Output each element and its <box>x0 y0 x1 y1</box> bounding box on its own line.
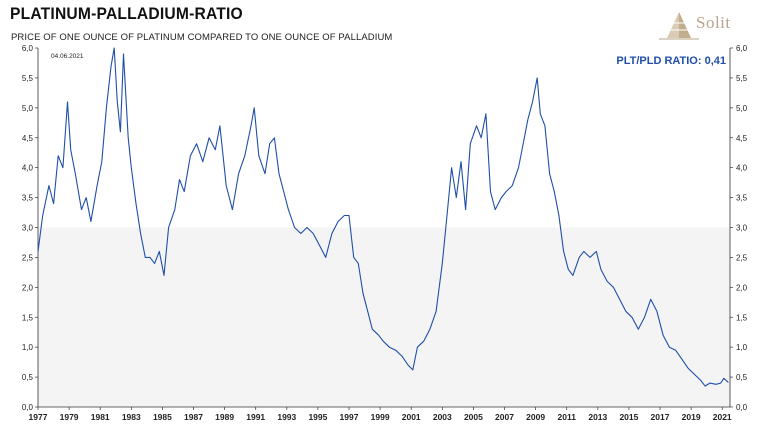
x-tick-label: 2019 <box>682 412 701 422</box>
y-tick-label-left: 3,5 <box>22 194 34 203</box>
x-tick-label: 1991 <box>246 412 265 422</box>
y-tick-label-right: 2,5 <box>736 253 748 262</box>
y-tick-label-left: 4,0 <box>22 164 34 173</box>
x-tick-label: 1995 <box>308 412 327 422</box>
y-tick-label-left: 5,5 <box>22 74 34 83</box>
y-tick-label-right: 5,0 <box>736 104 748 113</box>
y-tick-label-right: 3,0 <box>736 224 748 233</box>
chart-title: PLATINUM-PALLADIUM-RATIO <box>10 4 243 23</box>
y-tick-label-left: 4,5 <box>22 134 34 143</box>
x-tick-label: 1985 <box>153 412 172 422</box>
ratio-annotation: PLT/PLD RATIO: 0,41 <box>616 55 726 67</box>
y-tick-label-left: 5,0 <box>22 104 34 113</box>
x-tick-label: 2013 <box>588 412 607 422</box>
y-tick-label-right: 1,5 <box>736 313 748 322</box>
y-tick-label-right: 2,0 <box>736 283 748 292</box>
x-tick-label: 1989 <box>215 412 234 422</box>
reference-band <box>38 227 730 407</box>
date-label: 04.06.2021 <box>51 53 84 60</box>
y-tick-label-right: 6,0 <box>736 44 748 53</box>
x-tick-label: 2017 <box>651 412 670 422</box>
x-tick-label: 2005 <box>464 412 483 422</box>
x-tick-label: 1999 <box>371 412 390 422</box>
x-tick-label: 2007 <box>495 412 514 422</box>
y-tick-label-right: 5,5 <box>736 74 748 83</box>
y-tick-label-right: 1,0 <box>736 343 748 352</box>
y-tick-label-right: 3,5 <box>736 194 748 203</box>
y-tick-label-right: 0,0 <box>736 403 748 412</box>
chart-subtitle: PRICE OF ONE OUNCE OF PLATINUM COMPARED … <box>11 32 393 43</box>
solit-logo-icon <box>659 12 699 40</box>
logo-text: Solit <box>696 13 731 32</box>
y-tick-label-left: 3,0 <box>22 224 34 233</box>
x-tick-label: 1987 <box>184 412 203 422</box>
x-tick-label: 2001 <box>402 412 421 422</box>
x-tick-label: 1977 <box>29 412 48 422</box>
y-tick-label-left: 2,0 <box>22 283 34 292</box>
x-tick-label: 1997 <box>340 412 359 422</box>
x-tick-label: 2003 <box>433 412 452 422</box>
x-tick-label: 1981 <box>91 412 110 422</box>
y-tick-label-right: 4,5 <box>736 134 748 143</box>
series-line-plt-pld-ratio <box>37 47 729 387</box>
y-tick-label-right: 0,5 <box>736 373 748 382</box>
y-tick-label-right: 4,0 <box>736 164 748 173</box>
x-tick-label: 2021 <box>713 412 732 422</box>
x-tick-label: 2015 <box>619 412 638 422</box>
y-tick-label-left: 0,0 <box>22 403 34 412</box>
y-tick-label-left: 1,5 <box>22 313 34 322</box>
y-tick-label-left: 6,0 <box>22 44 34 53</box>
y-tick-label-left: 1,0 <box>22 343 34 352</box>
x-tick-label: 1983 <box>122 412 141 422</box>
x-tick-label: 2009 <box>526 412 545 422</box>
y-tick-label-left: 0,5 <box>22 373 34 382</box>
x-tick-label: 1979 <box>60 412 79 422</box>
x-tick-label: 2011 <box>557 412 576 422</box>
y-tick-label-left: 2,5 <box>22 253 34 262</box>
x-tick-label: 1993 <box>277 412 296 422</box>
